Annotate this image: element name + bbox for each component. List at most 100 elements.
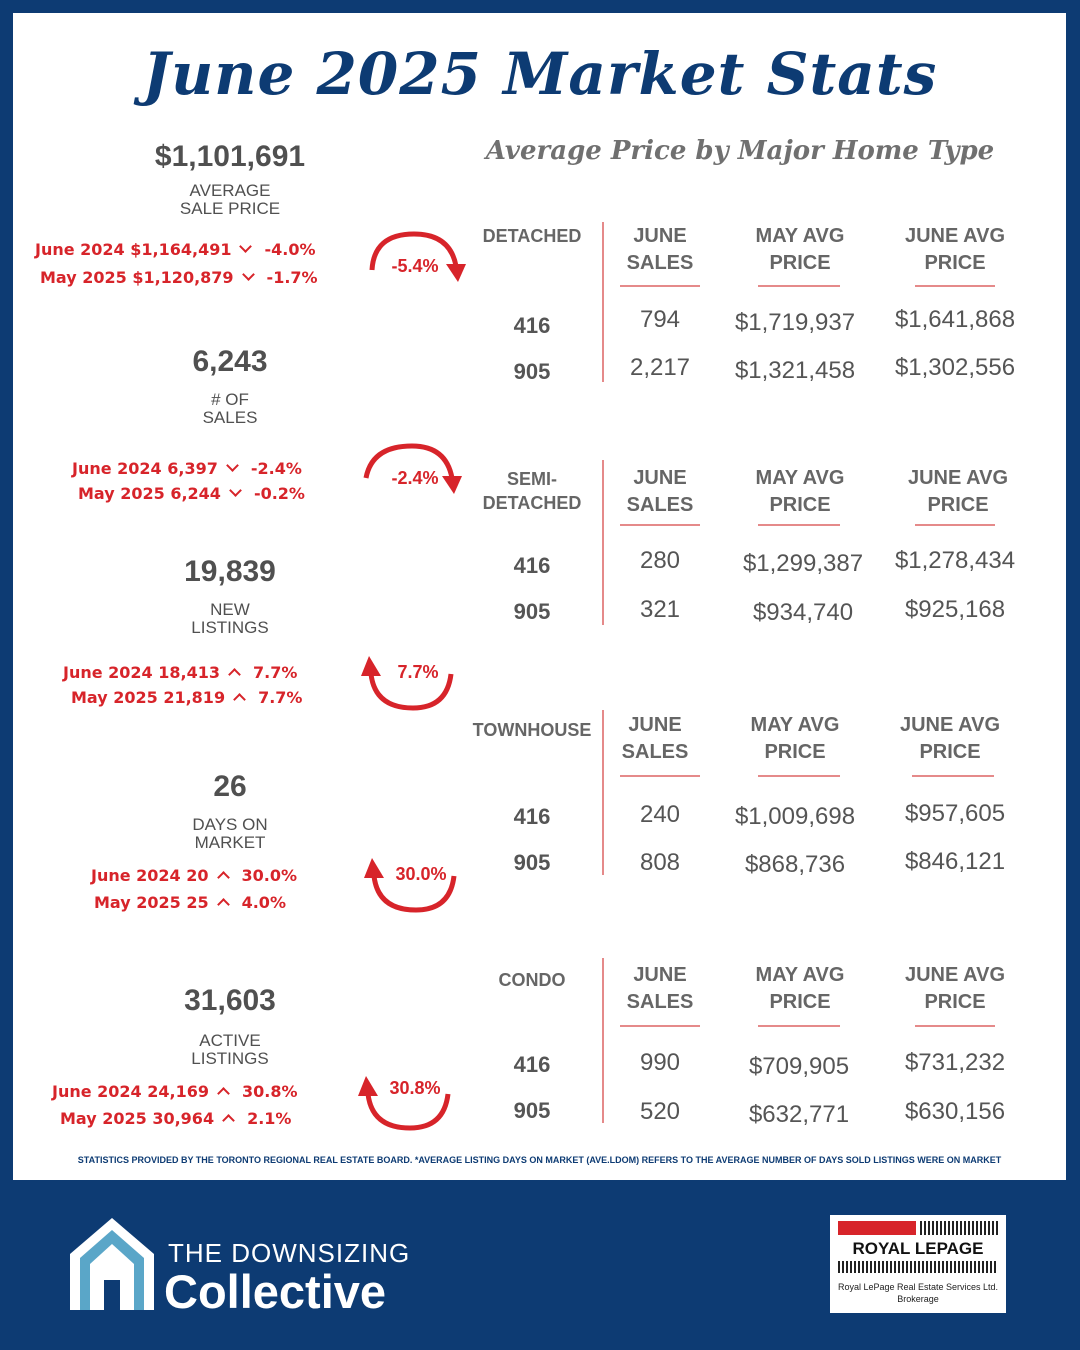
header-line2: PRICE <box>924 991 986 1013</box>
stat-days-on-market: 26 DAYS ON MARKET <box>130 770 330 852</box>
curved-arrow-up-icon <box>361 656 454 711</box>
header-line2: PRICE <box>764 741 826 763</box>
header-line2: SALES <box>626 494 694 516</box>
cell-june-sales: 2,217 <box>629 354 691 381</box>
change-pct: 30.8% <box>389 1078 441 1098</box>
area-code: 905 <box>513 850 551 875</box>
header-underline <box>620 1025 700 1027</box>
comparison-row: June 2024 24,169 30.8% <box>52 1082 298 1101</box>
cell-june-sales: 321 <box>639 596 681 623</box>
stat-new-listings: 19,839 NEW LISTINGS <box>130 555 330 637</box>
header-line1: JUNE <box>633 225 687 247</box>
stats-card <box>13 13 1066 1180</box>
area-code: 416 <box>513 553 551 578</box>
cell-june-sales: 794 <box>639 306 681 333</box>
cell-may-avg-price: $1,299,387 <box>742 550 864 577</box>
cell-june-avg-price: $1,641,868 <box>894 306 1016 333</box>
chevron-up-icon <box>222 1114 235 1127</box>
area-code: 416 <box>513 1052 551 1077</box>
change-arrow: -5.4% <box>360 226 470 296</box>
home-type-line1: CONDO <box>498 970 566 990</box>
change-arrow: 30.8% <box>352 1070 462 1140</box>
stat-value: $1,101,691 <box>154 140 306 173</box>
header-underline <box>758 1025 840 1027</box>
chevron-down-icon <box>229 484 242 497</box>
divider <box>602 710 604 875</box>
header-line1: MAY AVG <box>755 225 845 247</box>
comparison-label: June 2024 $1,164,491 <box>35 240 232 259</box>
header-line1: MAY AVG <box>755 964 845 986</box>
comparison-pct: 30.8% <box>242 1082 298 1101</box>
stat-label-line2: LISTINGS <box>191 1049 269 1068</box>
header-line2: PRICE <box>769 252 831 274</box>
cell-june-avg-price: $1,278,434 <box>894 547 1016 574</box>
home-type-label: CONDO <box>457 968 607 992</box>
cell-june-avg-price: $957,605 <box>904 800 1006 827</box>
table-subtitle: Average Price by Major Home Type <box>485 136 995 166</box>
comparison-row: May 2025 30,964 2.1% <box>60 1109 291 1128</box>
header-may-avg-price: MAY AVG PRICE <box>730 223 870 277</box>
header-june-avg-price: JUNE AVG PRICE <box>888 465 1028 519</box>
header-line2: PRICE <box>769 494 831 516</box>
header-underline <box>915 285 995 287</box>
comparison-label: May 2025 25 <box>94 893 209 912</box>
curved-arrow-down-icon <box>369 231 466 282</box>
stat-label-line1: NEW <box>210 600 250 619</box>
comparison-label: May 2025 6,244 <box>78 484 221 503</box>
comparison-pct: 4.0% <box>241 893 286 912</box>
royal-lepage-logo: ROYAL LEPAGE Royal LePage Real Estate Se… <box>830 1215 1006 1313</box>
change-pct: 30.0% <box>395 864 447 884</box>
header-line1: JUNE <box>633 467 687 489</box>
stat-label-line2: SALE PRICE <box>179 199 281 218</box>
comparison-label: May 2025 30,964 <box>60 1109 215 1128</box>
cell-may-avg-price: $934,740 <box>752 599 854 626</box>
area-code: 905 <box>513 1098 551 1123</box>
cell-june-avg-price: $731,232 <box>904 1049 1006 1076</box>
home-type-label: TOWNHOUSE <box>457 718 607 742</box>
header-june-avg-price: JUNE AVG PRICE <box>885 962 1025 1016</box>
header-line1: JUNE AVG <box>904 225 1006 247</box>
comparison-label: June 2024 6,397 <box>72 459 218 478</box>
cell-june-sales: 808 <box>639 849 681 876</box>
comparison-pct: -1.7% <box>266 268 318 287</box>
chevron-up-icon <box>216 871 230 884</box>
stat-number-of-sales: 6,243 # OF SALES <box>130 345 330 427</box>
stat-active-listings: 31,603 ACTIVE LISTINGS <box>130 984 330 1068</box>
header-underline <box>620 285 700 287</box>
chevron-up-icon <box>216 898 230 911</box>
comparison-label: May 2025 $1,120,879 <box>40 268 234 287</box>
stat-value: 6,243 <box>192 345 268 378</box>
cell-may-avg-price: $868,736 <box>744 851 846 878</box>
header-may-avg-price: MAY AVG PRICE <box>730 962 870 1016</box>
comparison-row: June 2024 18,413 7.7% <box>63 663 297 682</box>
cell-june-sales: 520 <box>639 1098 681 1125</box>
change-pct: -5.4% <box>391 256 439 276</box>
header-line2: SALES <box>621 741 689 763</box>
cell-june-sales: 990 <box>639 1049 681 1076</box>
stat-label-line1: ACTIVE <box>199 1031 261 1050</box>
header-june-avg-price: JUNE AVG PRICE <box>880 712 1020 766</box>
source-footnote: STATISTICS PROVIDED BY THE TORONTO REGIO… <box>77 1155 1002 1165</box>
page-title: June 2025 Market Stats <box>142 40 938 108</box>
header-line2: SALES <box>626 252 694 274</box>
header-line2: PRICE <box>924 252 986 274</box>
chevron-down-icon <box>226 459 239 472</box>
header-line1: JUNE AVG <box>907 467 1009 489</box>
cell-may-avg-price: $1,719,937 <box>734 309 856 336</box>
cell-june-avg-price: $630,156 <box>904 1098 1006 1125</box>
comparison-row: June 2024 6,397 -2.4% <box>72 459 302 478</box>
change-pct: -2.4% <box>391 468 439 488</box>
header-underline <box>758 285 840 287</box>
header-line1: MAY AVG <box>750 714 840 736</box>
header-underline <box>620 775 700 777</box>
comparison-pct: -0.2% <box>253 484 305 503</box>
curved-arrow-up-icon <box>358 1076 451 1131</box>
curved-arrow-up-icon <box>364 858 457 913</box>
header-line2: SALES <box>626 991 694 1013</box>
header-line2: PRICE <box>769 991 831 1013</box>
house-logo-icon <box>70 1218 154 1310</box>
logo-red-bar <box>838 1221 916 1235</box>
header-june-sales: JUNE SALES <box>610 962 710 1016</box>
cell-may-avg-price: $709,905 <box>748 1053 850 1080</box>
home-type-line1: DETACHED <box>482 226 582 246</box>
